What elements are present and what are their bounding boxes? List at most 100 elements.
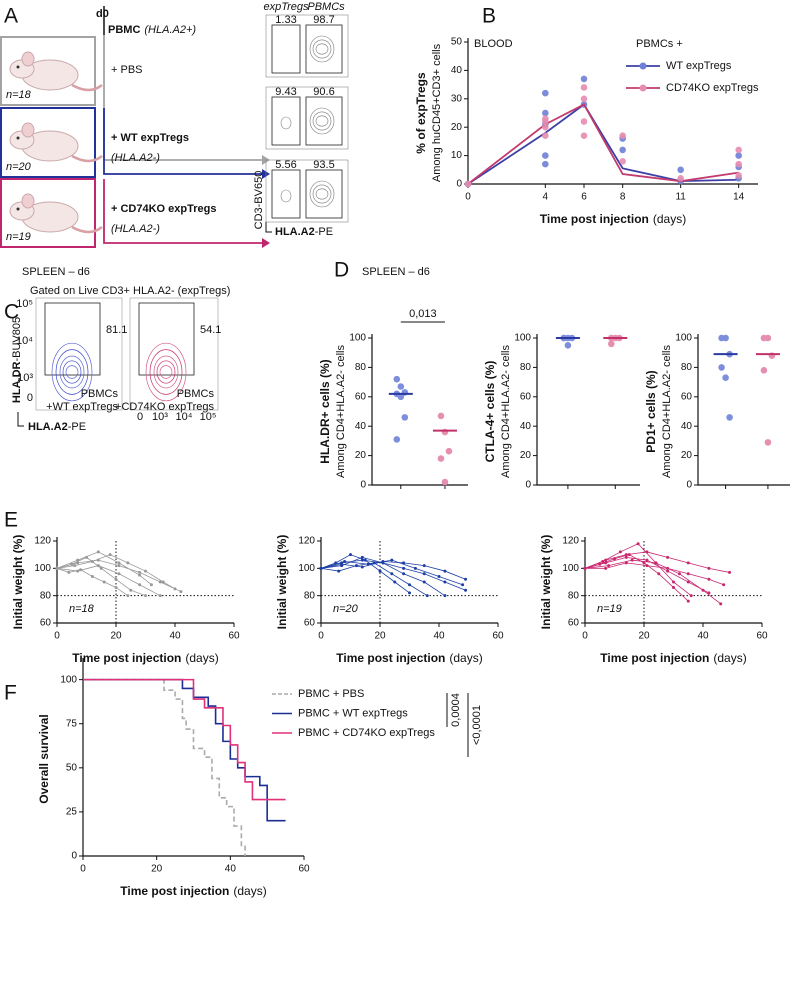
data-point	[580, 132, 588, 140]
data-point	[334, 561, 338, 565]
data-point	[441, 478, 449, 486]
gate-value: 98.7	[313, 14, 334, 26]
mouse-ear	[21, 51, 35, 67]
x-tick-label: 14	[733, 192, 745, 203]
y-tick-label: 40	[520, 421, 532, 432]
x-axis-label: Time post injection (days)	[72, 651, 218, 665]
data-point	[542, 152, 549, 159]
group-line	[103, 179, 262, 244]
flow-contour	[51, 342, 93, 402]
gate-value: 5.56	[275, 159, 296, 171]
x-axis-label: Time post injection (days)	[120, 884, 266, 898]
data-point	[337, 569, 341, 573]
gate-value: 9.43	[275, 86, 296, 98]
data-point	[686, 572, 690, 576]
y-axis-label: Initial weight (%)	[539, 535, 553, 630]
data-point	[381, 560, 385, 563]
data-point	[630, 558, 634, 562]
data-point	[408, 591, 411, 595]
flow-gate	[138, 302, 195, 376]
y-axis-sublabel: Among CD4+HLA.A2- cells	[661, 345, 673, 478]
arrowhead	[262, 238, 270, 248]
data-point	[79, 568, 83, 572]
data-point	[636, 542, 640, 546]
y-tick-label: 80	[355, 362, 367, 373]
mouse-eye	[16, 136, 20, 140]
data-point	[726, 414, 733, 421]
panel-letter: B	[482, 5, 496, 28]
data-point	[613, 557, 616, 561]
x-tick-label: 20	[374, 631, 386, 642]
data-point	[70, 562, 74, 566]
x-tick-label: 20	[110, 631, 122, 642]
y-axis-label: Initial weight (%)	[275, 535, 289, 630]
data-point	[73, 564, 77, 568]
flow-axis-label: HLA.A2-PE	[28, 421, 86, 433]
y-tick-label: 0	[360, 480, 366, 491]
series-line	[56, 554, 176, 590]
data-point	[126, 561, 130, 565]
data-point	[443, 594, 447, 598]
x-axis-label-part: Time post injection	[600, 651, 709, 665]
y-tick-label: 75	[66, 718, 78, 729]
axis-corner	[265, 222, 272, 233]
mouse-eye	[16, 207, 20, 211]
data-point	[425, 594, 429, 598]
y-tick-label: 50	[451, 37, 463, 48]
y-tick-label: 100	[562, 563, 579, 574]
x-tick-label: 8	[620, 192, 626, 203]
flow-contour	[315, 43, 329, 55]
data-point	[764, 439, 772, 446]
data-point	[413, 566, 417, 570]
group-hla: (HLA.A2-)	[111, 152, 160, 164]
data-point	[343, 560, 347, 563]
data-point	[126, 594, 130, 598]
legend-label: PBMC + WT expTregs	[298, 707, 408, 719]
pbmc-label-part: PBMC	[108, 24, 140, 36]
flow-axis-label: HLA.DR-BUV805	[11, 317, 23, 403]
series-line	[56, 565, 161, 597]
flow-contour	[312, 111, 332, 131]
legend-title: PBMCs +	[636, 38, 683, 50]
panel-letter: E	[4, 509, 18, 532]
y-tick-label: 60	[40, 618, 52, 629]
data-point	[349, 553, 352, 557]
data-point	[390, 572, 394, 576]
y-tick-label: 100	[60, 674, 77, 685]
data-point	[393, 436, 401, 443]
annotation: n=20	[333, 603, 359, 615]
data-point	[707, 577, 711, 581]
data-point	[722, 583, 726, 587]
data-point	[402, 561, 406, 565]
flow-sample: PBMCs	[177, 388, 215, 400]
mouse-tail	[71, 83, 103, 92]
data-point	[390, 558, 394, 562]
group-label: + CD74KO expTregs	[111, 203, 216, 215]
gate-value: 90.6	[313, 86, 334, 98]
series-line	[320, 561, 466, 580]
flow-gate	[305, 169, 343, 219]
flow-contour	[62, 360, 82, 384]
data-point	[564, 342, 572, 349]
flow-gate	[305, 96, 343, 146]
data-point	[642, 561, 646, 565]
y-tick-label: 10	[451, 150, 463, 161]
y-axis-label: Initial weight (%)	[11, 535, 25, 630]
data-point	[604, 566, 608, 570]
data-point	[607, 340, 615, 348]
flow-axis-label-part: -PE	[315, 226, 333, 238]
y-tick-label: 0	[71, 851, 77, 862]
y-tick-label: 40	[451, 65, 463, 76]
data-point	[319, 566, 323, 570]
flow-contour	[156, 360, 176, 384]
x-tick-label: 6	[581, 192, 587, 203]
data-point	[99, 566, 103, 570]
flow-gate	[271, 169, 301, 219]
data-point	[117, 564, 121, 568]
data-point	[363, 558, 367, 562]
data-point	[764, 334, 772, 342]
data-point	[654, 561, 658, 565]
flow-contour	[315, 115, 329, 127]
series-line	[584, 551, 730, 573]
data-point	[55, 566, 59, 570]
